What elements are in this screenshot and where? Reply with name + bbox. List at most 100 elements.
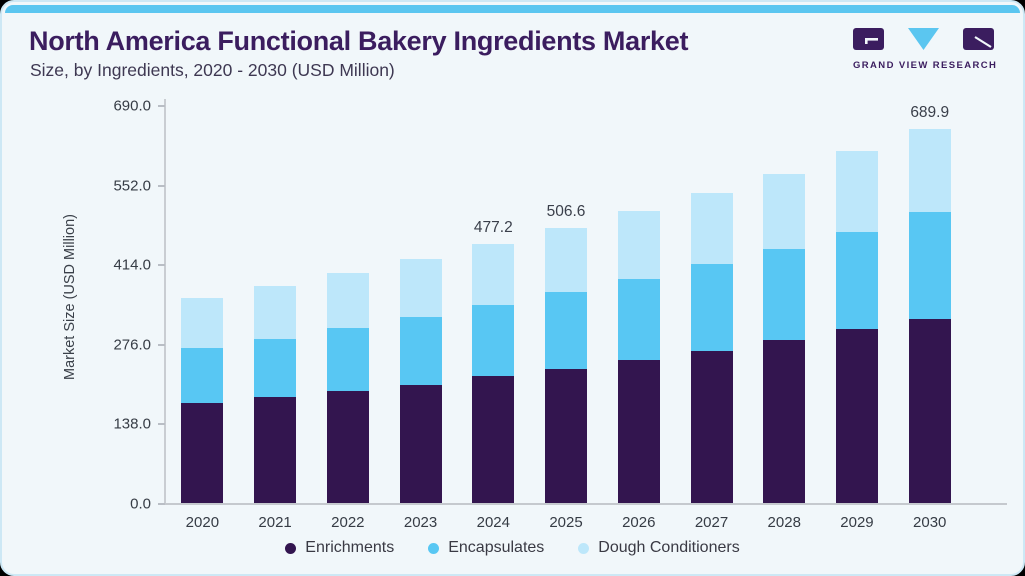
legend-label: Encapsulates [448,539,545,556]
legend-dot-icon [428,542,440,554]
page-subtitle: Size, by Ingredients, 2020 - 2030 (USD M… [30,60,395,80]
bar-segment-encapsulates [472,305,515,377]
bar-column: 2023 [384,105,457,531]
stacked-bar [908,128,951,503]
bar-column: 2026 [602,105,675,531]
bar-segment-dough-conditioners [181,298,224,349]
stacked-bar [326,273,369,503]
bar-segment-enrichments [181,403,224,503]
stacked-bar [835,151,878,503]
stacked-bar [472,244,515,503]
x-axis [164,503,1007,505]
bar-segment-encapsulates [326,328,369,392]
stacked-bar [690,192,733,503]
bar-segment-encapsulates [181,348,224,404]
bar-segment-enrichments [690,350,733,503]
bar-column: 2020 [166,105,239,531]
stacked-bar [617,210,660,503]
y-tick-mark [158,503,165,505]
legend-dot-icon [285,542,297,554]
bar-value-label: 506.6 [546,203,586,221]
bar-segment-encapsulates [399,317,442,385]
stacked-bar [254,286,297,503]
bar-segment-dough-conditioners [617,210,660,280]
gvr-logo: GRAND VIEW RESEARCH [853,28,998,71]
bar-segment-enrichments [908,318,951,503]
legend-label: Dough Conditioners [598,539,740,556]
bar-segment-dough-conditioners [545,228,588,293]
bar-segment-enrichments [254,397,297,503]
stacked-bar [399,259,442,503]
bar-segment-enrichments [763,339,806,503]
bar-column: 2022 [311,105,384,531]
bar-segment-enrichments [617,360,660,503]
x-tick-label: 2027 [694,514,729,531]
y-tick-mark [158,264,165,267]
chart-legend: Enrichments Encapsulates Dough Conditioner… [2,539,1023,557]
x-tick-label: 2025 [549,514,583,531]
bar-column: 2027 [675,105,748,531]
stacked-bar [181,298,224,503]
page-title: North America Functional Bakery Ingredie… [29,26,689,56]
bar-column: 2021 [239,105,312,531]
bar-segment-dough-conditioners [908,128,951,212]
bar-segment-enrichments [472,376,515,503]
bar-segment-encapsulates [690,264,733,351]
bar-segment-encapsulates [835,231,878,329]
bar-segment-encapsulates [763,248,806,340]
bar-segment-dough-conditioners [326,273,369,329]
y-tick-label: 414.0 [113,256,151,274]
bar-segment-dough-conditioners [763,173,806,249]
bar-segment-encapsulates [545,292,588,369]
bar-segment-encapsulates [908,211,951,319]
gvr-logo-mark-icon [853,28,994,50]
bar-segment-dough-conditioners [254,286,297,340]
x-tick-label: 2024 [476,514,510,531]
bar-column: 2028 [748,105,821,531]
x-tick-label: 2021 [258,514,292,531]
x-tick-label: 2023 [403,514,438,531]
stacked-bar [545,228,588,503]
legend-item: Dough Conditioners [578,539,740,557]
stacked-bar [763,173,806,503]
x-tick-label: 2026 [622,514,656,531]
bar-segment-encapsulates [254,339,297,398]
bar-column: 689.9 2030 [893,103,966,531]
x-tick-label: 2020 [185,514,220,531]
bar-segment-dough-conditioners [835,151,878,232]
bar-value-label: 477.2 [473,219,513,237]
bar-segment-dough-conditioners [472,244,515,306]
y-tick-mark [158,184,165,187]
bar-value-label: 689.9 [910,103,950,121]
y-tick-mark [158,105,165,107]
x-tick-label: 2028 [767,514,801,531]
x-tick-label: 2029 [840,514,874,531]
legend-item: Encapsulates [428,539,544,557]
y-tick-label: 276.0 [113,336,151,354]
top-accent-bar [5,5,1020,13]
bar-segment-enrichments [545,368,588,503]
x-tick-label: 2030 [913,514,947,531]
bar-column: 506.6 2025 [530,105,603,531]
gvr-logo-text: GRAND VIEW RESEARCH [853,60,998,71]
bar-segment-dough-conditioners [399,259,442,318]
y-tick-label: 690.0 [113,97,151,115]
bar-segment-enrichments [399,384,442,503]
bar-segment-enrichments [326,391,369,503]
y-tick-label: 138.0 [113,415,151,433]
y-axis-title: Market Size (USD Million) [62,214,78,380]
bar-segment-enrichments [835,328,878,503]
y-tick-label: 552.0 [113,177,151,195]
plot-area: 2020 2021 2022 2023 477.2 2024 506.6 2025 2026 20… [166,103,966,531]
legend-label: Enrichments [305,539,395,556]
bar-segment-encapsulates [617,279,660,361]
y-tick-label: 0.0 [130,495,151,513]
y-axis [164,99,166,505]
y-tick-mark [158,423,165,426]
bar-segment-dough-conditioners [690,192,733,265]
y-tick-mark [158,343,165,346]
legend-dot-icon [578,542,590,554]
legend-item: Enrichments [285,539,394,557]
bar-column: 477.2 2024 [457,105,530,531]
